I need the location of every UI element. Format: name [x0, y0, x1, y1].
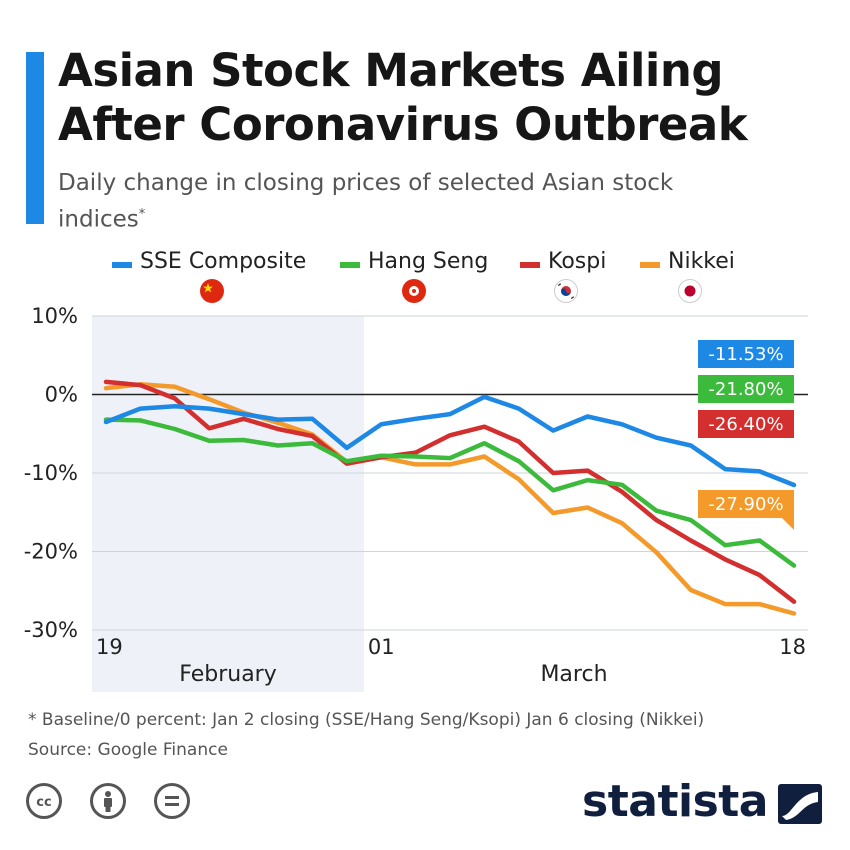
- month-label: March: [540, 662, 607, 687]
- subtitle-text: Daily change in closing prices of select…: [58, 170, 674, 233]
- legend: SSE Composite Hang Seng Kospi Nikkei: [0, 247, 850, 317]
- end-value-label: -11.53%: [708, 344, 783, 365]
- end-value-label-pointer: [782, 518, 794, 530]
- end-value-label-bg: [698, 340, 794, 368]
- title-accent-bar: [26, 52, 44, 224]
- statista-logo-icon: [778, 784, 822, 824]
- y-tick-label: 10%: [31, 304, 78, 328]
- y-tick-label: -20%: [24, 540, 78, 564]
- line-chart: 10% 0% -10% -20% -30% 19 01 18 February March -11.…: [24, 304, 808, 692]
- chart-title: Asian Stock Markets Ailing After Coronav…: [58, 44, 748, 151]
- statista-logo-text: statista: [582, 776, 768, 827]
- south-korea-flag-icon: [554, 279, 578, 303]
- y-tick-label: -30%: [24, 618, 78, 642]
- footnote: * Baseline/0 percent: Jan 2 closing (SSE…: [28, 710, 705, 730]
- month-label: February: [179, 662, 277, 687]
- end-value-label: -26.40%: [708, 414, 783, 435]
- x-tick-label: 01: [368, 635, 395, 659]
- x-tick-label: 18: [779, 635, 806, 659]
- legend-label-kospi: Kospi: [548, 249, 607, 274]
- no-derivatives-icon: [154, 783, 190, 819]
- legend-label-nikkei: Nikkei: [668, 249, 735, 274]
- series-line-kospi: [103, 379, 797, 604]
- end-value-label-bg: [698, 375, 794, 403]
- series-line-hang-seng: [103, 417, 797, 568]
- legend-label-hangseng: Hang Seng: [368, 249, 489, 274]
- hong-kong-flag-icon: [402, 279, 426, 303]
- x-tick-label: 19: [96, 635, 123, 659]
- series-line-nikkei: [103, 382, 797, 616]
- subtitle-footnote-mark: *: [138, 207, 146, 222]
- legend-swatch-nikkei: [640, 262, 660, 268]
- creative-commons-icon: cc: [26, 783, 62, 819]
- y-tick-label: -10%: [24, 461, 78, 485]
- end-value-label: -21.80%: [708, 379, 783, 400]
- series-line-sse-composite: [103, 394, 797, 488]
- attribution-icon: [90, 783, 126, 819]
- legend-swatch-hangseng: [340, 262, 360, 268]
- chart-subtitle: Daily change in closing prices of select…: [58, 168, 758, 236]
- end-value-label: -27.90%: [708, 494, 783, 515]
- svg-text:cc: cc: [36, 795, 51, 810]
- february-shade: [92, 316, 364, 692]
- y-tick-label: 0%: [45, 383, 78, 407]
- end-value-label-bg: [698, 410, 794, 438]
- source: Source: Google Finance: [28, 740, 228, 760]
- legend-swatch-kospi: [520, 262, 540, 268]
- china-flag-icon: [200, 279, 224, 303]
- footnote-block: * Baseline/0 percent: Jan 2 closing (SSE…: [28, 705, 704, 765]
- legend-swatch-sse: [112, 262, 132, 268]
- japan-flag-icon: [678, 279, 702, 303]
- legend-label-sse: SSE Composite: [140, 249, 307, 274]
- end-value-label-bg: [698, 490, 794, 518]
